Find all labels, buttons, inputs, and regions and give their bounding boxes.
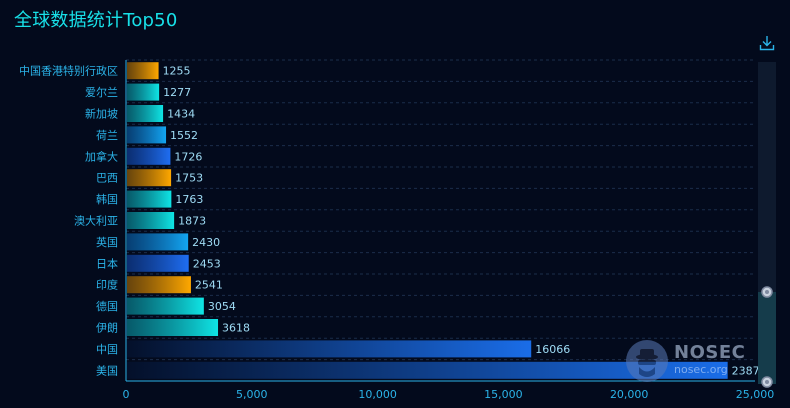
data-label: 1434 <box>167 108 195 121</box>
bars <box>127 62 728 379</box>
data-label: 16066 <box>535 343 570 356</box>
data-label: 1552 <box>170 129 198 142</box>
bar[interactable] <box>127 169 172 187</box>
nosec-logo <box>626 340 668 382</box>
download-icon[interactable] <box>758 34 776 52</box>
data-label: 1277 <box>163 86 191 99</box>
y-tick-label: 新加坡 <box>85 107 118 121</box>
data-label: 1726 <box>174 150 202 163</box>
data-label: 23874 <box>732 364 767 377</box>
y-tick-label: 加拿大 <box>85 149 118 163</box>
y-tick-label: 德国 <box>96 299 118 313</box>
data-label: 1255 <box>163 65 191 78</box>
watermark-brand: NOSEC <box>674 342 746 363</box>
y-tick-label: 澳大利亚 <box>74 214 118 228</box>
bar[interactable] <box>127 62 159 80</box>
data-label: 1753 <box>175 172 203 185</box>
bar[interactable] <box>127 105 164 122</box>
y-tick-label: 荷兰 <box>96 129 118 142</box>
bar[interactable] <box>127 276 191 294</box>
y-tick-label: 中国香港特别行政区 <box>19 64 118 78</box>
bar[interactable] <box>127 147 171 165</box>
y-tick-label: 巴西 <box>96 172 118 185</box>
data-label: 2453 <box>193 257 221 270</box>
y-tick-label: 日本 <box>96 256 118 270</box>
bar[interactable] <box>127 361 728 379</box>
bar[interactable] <box>127 233 189 251</box>
watermark-site: nosec.org <box>674 363 728 376</box>
data-label: 3054 <box>208 300 236 313</box>
axes: 0 5,000 10,000 15,000 20,000 25,000 <box>123 60 775 401</box>
y-tick-label: 英国 <box>96 235 118 249</box>
x-tick-label: 0 <box>123 388 130 401</box>
data-label: 2430 <box>192 236 220 249</box>
x-tick-label: 10,000 <box>358 388 397 401</box>
data-label: 1763 <box>175 193 203 206</box>
zoom-selection[interactable] <box>758 292 776 384</box>
bar[interactable] <box>127 297 204 315</box>
y-tick-label: 伊朗 <box>96 322 118 335</box>
y-tick-label: 韩国 <box>96 192 118 206</box>
y-tick-label: 爱尔兰 <box>85 86 118 99</box>
data-zoom-slider[interactable] <box>758 62 776 388</box>
x-tick-label: 5,000 <box>236 388 268 401</box>
watermark: NOSEC nosec.org <box>624 340 774 382</box>
bar[interactable] <box>127 190 172 208</box>
labels: 中国香港特别行政区 1255 爱尔兰 1277 新加坡 1434 荷兰 1552 加拿大 1726… <box>19 64 767 378</box>
x-tick-label: 25,000 <box>736 388 775 401</box>
zoom-handle-dot <box>765 290 769 294</box>
x-tick-label: 20,000 <box>610 388 649 401</box>
data-label: 3618 <box>222 322 250 335</box>
y-tick-label: 中国 <box>96 343 118 356</box>
bar[interactable] <box>127 126 167 144</box>
bar[interactable] <box>127 319 219 336</box>
bar[interactable] <box>127 340 532 358</box>
y-tick-label: 美国 <box>96 364 118 377</box>
x-tick-label: 15,000 <box>484 388 523 401</box>
bar[interactable] <box>127 83 160 101</box>
page-title: 全球数据统计Top50 <box>14 10 178 31</box>
data-label: 2541 <box>195 279 223 292</box>
y-tick-label: 印度 <box>96 278 118 292</box>
bar[interactable] <box>127 254 189 272</box>
grid-lines <box>126 59 755 382</box>
zoom-handle-dot <box>765 380 769 384</box>
bar[interactable] <box>127 212 175 229</box>
data-label: 1873 <box>178 215 206 228</box>
